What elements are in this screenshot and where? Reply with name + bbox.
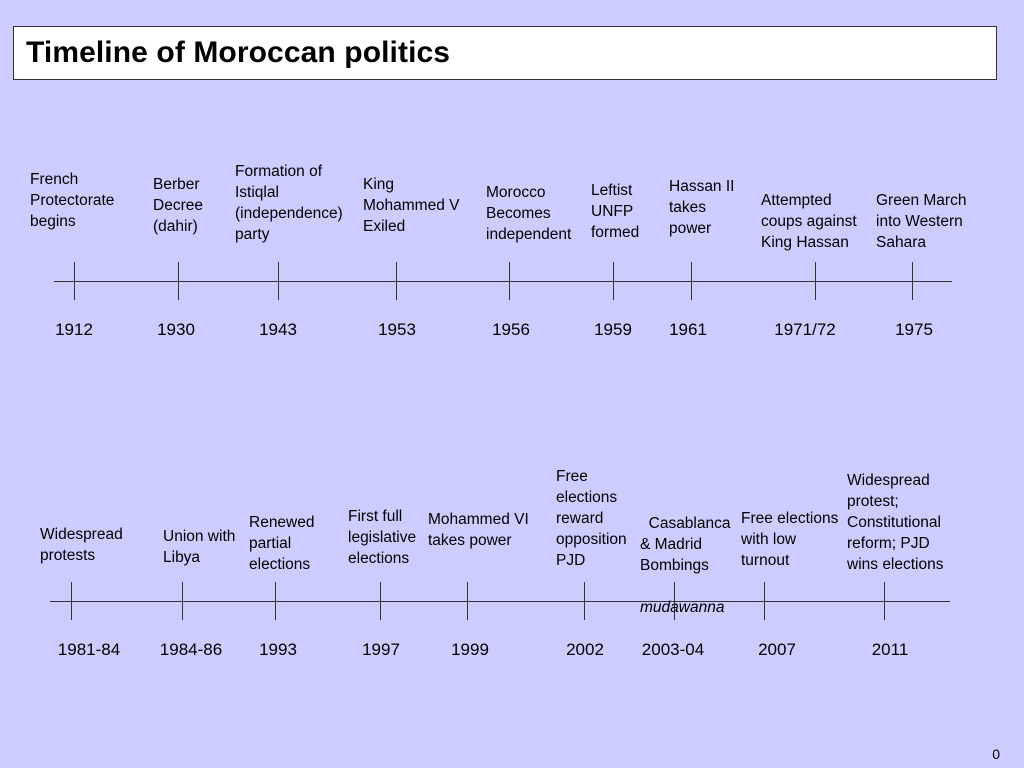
timeline-1-year: 1930 <box>157 320 195 339</box>
timeline-2-event: Mohammed VI takes power <box>428 511 529 549</box>
timeline-1-tick <box>691 262 692 300</box>
timeline-2-year: 1981-84 <box>57 640 121 659</box>
timeline-1-event: Berber Decree (dahir) <box>153 176 203 235</box>
timeline-1-year: 1961 <box>669 320 707 339</box>
timeline-1-tick <box>74 262 75 300</box>
timeline-2-tick <box>884 582 885 620</box>
timeline-2-year: 2003-04 <box>641 640 705 659</box>
timeline-2-year: 1993 <box>259 640 297 659</box>
timeline-2-event: Free elections reward opposition PJD <box>556 468 627 569</box>
page-number: 0 <box>992 746 1000 762</box>
timeline-1-event: Hassan II takes power <box>669 178 735 237</box>
timeline-1-tick <box>278 262 279 300</box>
timeline-1-tick <box>815 262 816 300</box>
timeline-2-event: Union with Libya <box>163 528 236 566</box>
timeline-2-year: 1997 <box>362 640 400 659</box>
timeline-1-tick <box>912 262 913 300</box>
timeline-1-year: 1971/72 <box>774 320 836 339</box>
title-box: Timeline of Moroccan politics <box>13 26 997 80</box>
timeline-1-tick <box>396 262 397 300</box>
timeline-1-event: Leftist UNFP formed <box>591 182 640 241</box>
timeline-2-event-italic: mudawanna <box>640 599 725 616</box>
timeline-2-tick <box>584 582 585 620</box>
timeline-2-event: Renewed partial elections <box>249 514 315 573</box>
timeline-2-year: 2007 <box>758 640 796 659</box>
timeline-1-year: 1953 <box>378 320 416 339</box>
timeline-axis-2 <box>50 601 950 602</box>
timeline-1-year: 1959 <box>594 320 632 339</box>
timeline-1-event: French Protectorate begins <box>30 171 115 230</box>
timeline-2-tick <box>71 582 72 620</box>
page-title: Timeline of Moroccan politics <box>26 36 451 69</box>
timeline-2-event: Widespread protest; Constitutional refor… <box>847 472 944 573</box>
timeline-2-event-casablanca: Casablanca & Madrid Bombings mudawanna <box>640 492 730 618</box>
timeline-1-tick <box>178 262 179 300</box>
timeline-1-event: Attempted coups against King Hassan <box>761 192 857 251</box>
timeline-1-year: 1943 <box>259 320 297 339</box>
timeline-2-tick <box>467 582 468 620</box>
timeline-2-event: Free elections with low turnout <box>741 510 839 569</box>
timeline-1-tick <box>613 262 614 300</box>
timeline-2-year: 1984-86 <box>159 640 223 659</box>
timeline-axis-1 <box>54 281 952 282</box>
timeline-2-event: First full legislative elections <box>348 508 417 567</box>
timeline-1-tick <box>509 262 510 300</box>
timeline-2-year: 1999 <box>451 640 489 659</box>
timeline-2-year: 2011 <box>871 640 909 659</box>
timeline-1-year: 1956 <box>492 320 530 339</box>
timeline-2-year: 2002 <box>566 640 604 659</box>
timeline-1-event: Morocco Becomes independent <box>486 184 572 243</box>
timeline-2-event-text: Casablanca & Madrid Bombings <box>640 515 731 574</box>
timeline-2-event: Widespread protests <box>40 526 123 564</box>
timeline-2-tick <box>674 582 675 620</box>
timeline-1-event: King Mohammed V Exiled <box>363 176 460 235</box>
timeline-2-tick <box>380 582 381 620</box>
timeline-1-year: 1975 <box>895 320 933 339</box>
timeline-2-tick <box>764 582 765 620</box>
timeline-1-event: Formation of Istiqlal (independence) par… <box>235 163 343 243</box>
timeline-1-year: 1912 <box>55 320 93 339</box>
timeline-2-tick <box>275 582 276 620</box>
timeline-1-event: Green March into Western Sahara <box>876 192 967 251</box>
timeline-2-tick <box>182 582 183 620</box>
